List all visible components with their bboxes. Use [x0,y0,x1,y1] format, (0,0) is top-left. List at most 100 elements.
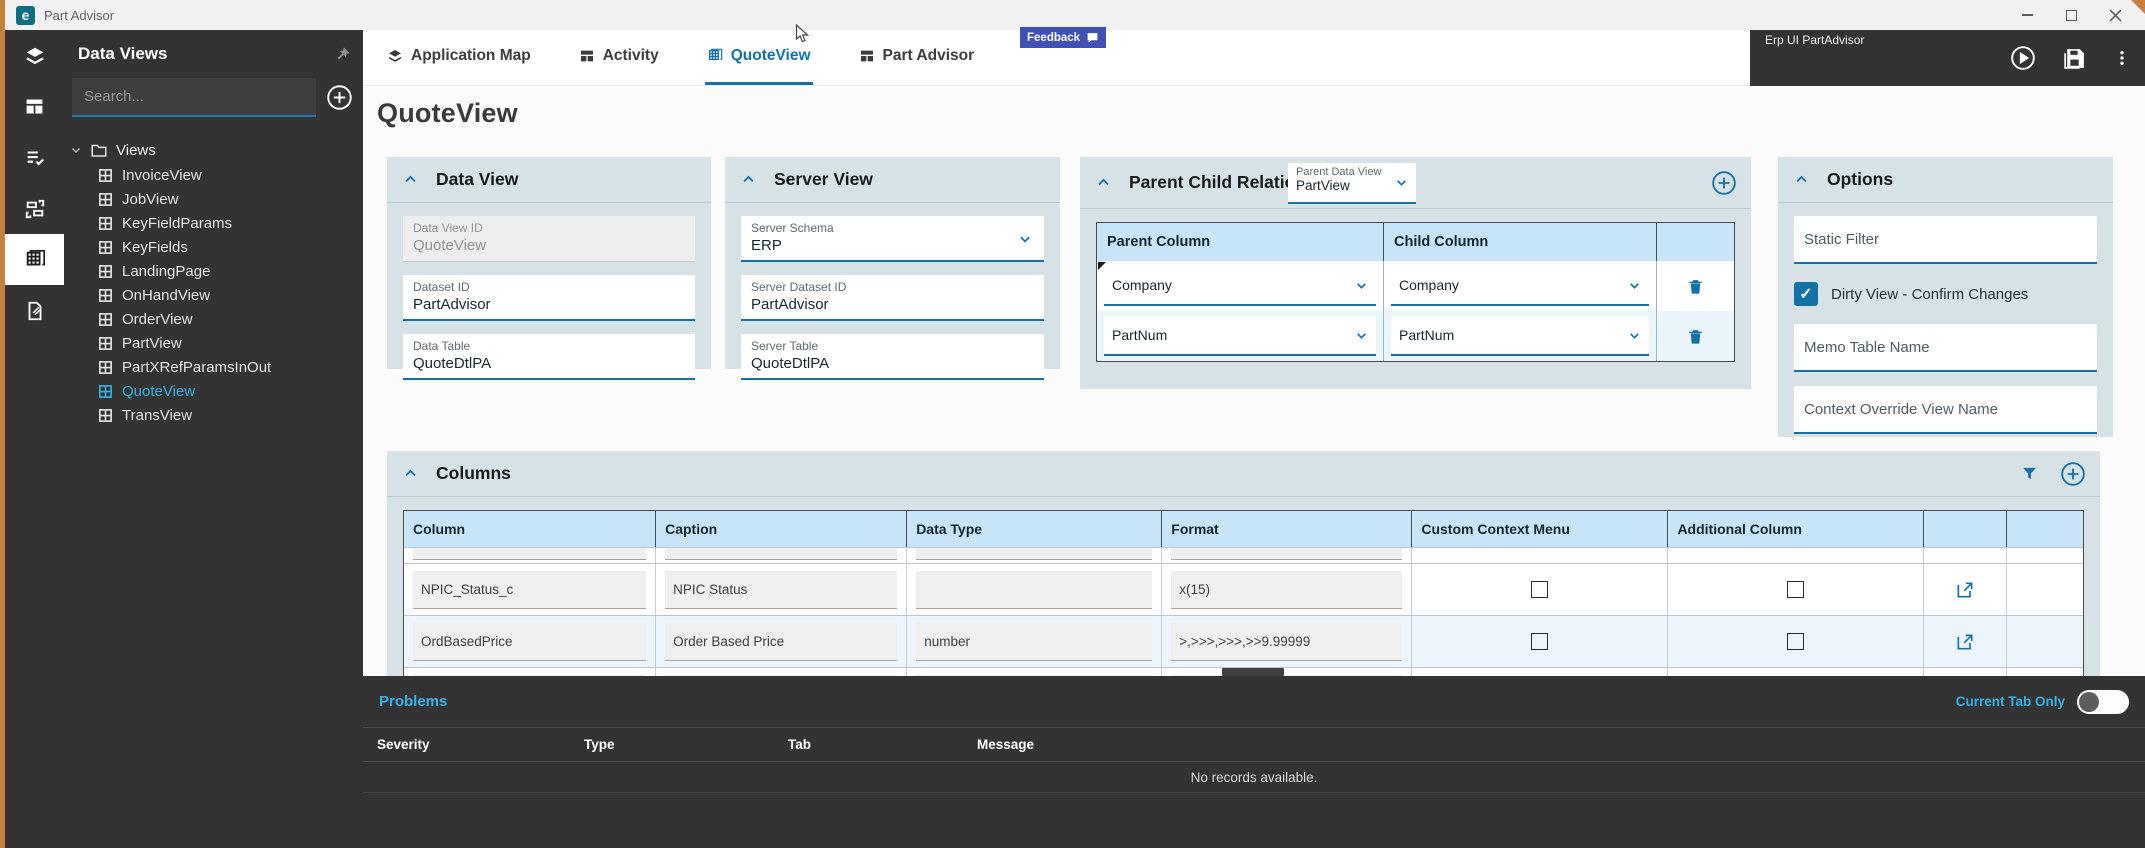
format-cell[interactable]: x(15) [1171,571,1402,609]
tab-activity[interactable]: Activity [577,30,661,85]
rail-flow-button[interactable] [5,183,64,234]
tree-root-views[interactable]: Views [64,137,363,163]
collapse-button[interactable] [741,172,756,187]
open-column-button[interactable] [1955,632,1975,652]
panel-resize-handle[interactable] [1222,668,1284,676]
tab-label: Application Map [411,47,531,65]
current-tab-only-toggle[interactable] [2077,690,2129,714]
server-dataset-id-field[interactable]: Server Dataset ID PartAdvisor [741,275,1044,321]
caption-cell[interactable]: Order Based Price [665,623,897,661]
tree-item-label: KeyFields [122,239,188,256]
format-cell[interactable]: >,>>>,>>>,>>9.99999 [1171,623,1402,661]
trash-icon [1686,276,1705,297]
tree-item-quoteview-selected[interactable]: QuoteView [64,379,363,403]
grid-item-icon [98,168,113,183]
child-column-select[interactable]: PartNum [1391,316,1649,356]
field-label: Server Schema [751,221,1034,235]
collapse-button[interactable] [1794,172,1809,187]
toggle-knob [2079,692,2099,712]
additional-column-checkbox[interactable] [1787,633,1804,650]
maximize-button[interactable] [2049,0,2093,30]
data-table-field[interactable]: Data Table QuoteDtlPA [403,334,695,380]
rail-layers-button[interactable] [5,30,64,81]
search-input[interactable] [72,78,316,117]
data-type-cell[interactable] [916,571,1152,609]
more-options-button[interactable] [2113,49,2131,67]
relationship-row: PartNum PartNum [1097,311,1734,361]
filter-button[interactable] [2021,465,2038,482]
tree-item[interactable]: PartXRefParamsInOut [64,355,363,379]
column-header[interactable]: Message [977,737,2145,752]
column-header-icon [1924,511,2008,547]
minimize-button[interactable] [2005,0,2049,30]
add-view-button[interactable] [326,84,353,111]
open-column-button[interactable] [1955,580,1975,600]
column-header[interactable]: Severity [377,737,584,752]
delete-relationship-button[interactable] [1686,326,1705,347]
dataset-id-field[interactable]: Dataset ID PartAdvisor [403,275,695,321]
tree-item[interactable]: OrderView [64,307,363,331]
tree-item[interactable]: PartView [64,331,363,355]
grid-item-icon [98,408,113,423]
rail-script-button[interactable] [5,285,64,336]
tree-item[interactable]: KeyFields [64,235,363,259]
custom-context-menu-checkbox[interactable] [1531,581,1548,598]
problems-title[interactable]: Problems [379,693,447,710]
rail-checklist-button[interactable] [5,132,64,183]
additional-column-checkbox[interactable] [1787,581,1804,598]
static-filter-input[interactable] [1794,216,2097,264]
column-header[interactable]: Caption [656,511,907,547]
tree-item[interactable]: InvoiceView [64,163,363,187]
column-cell[interactable]: NPIC_Status_c [413,571,646,609]
pin-icon[interactable] [334,46,351,63]
rail-layout-button[interactable] [5,81,64,132]
tree-item[interactable]: JobView [64,187,363,211]
column-header[interactable]: Column [404,511,656,547]
collapse-button[interactable] [1096,175,1111,190]
caption-cell[interactable]: NPIC Status [665,571,897,609]
field-value: PartAdvisor [413,296,685,313]
tree-item[interactable]: OnHandView [64,283,363,307]
page-title: QuoteView [377,98,518,129]
column-header[interactable]: Custom Context Menu [1412,511,1668,547]
save-button[interactable] [2062,46,2087,71]
delete-relationship-button[interactable] [1686,276,1705,297]
chevron-down-icon [1018,232,1032,246]
context-override-view-name-input[interactable] [1794,386,2097,434]
dirty-view-checkbox-row[interactable]: ✓ Dirty View - Confirm Changes [1794,282,2097,306]
column-header[interactable]: Tab [788,737,977,752]
column-header[interactable]: Data Type [907,511,1162,547]
layers-icon [387,48,403,64]
run-button[interactable] [2010,45,2036,71]
column-header[interactable]: Type [584,737,788,752]
table-row: NPIC_Status_c NPIC Status x(15) [404,563,2083,615]
server-schema-select[interactable]: Server Schema ERP [741,216,1044,262]
tree-item[interactable]: TransView [64,403,363,427]
child-column-select[interactable]: Company [1391,266,1649,306]
column-header[interactable]: Format [1162,511,1412,547]
tree-item[interactable]: LandingPage [64,259,363,283]
collapse-button[interactable] [403,466,418,481]
select-value: Company [1112,277,1172,293]
custom-context-menu-checkbox[interactable] [1531,633,1548,650]
add-column-button[interactable] [2060,461,2086,487]
tree-item[interactable]: KeyFieldParams [64,211,363,235]
memo-table-name-input[interactable] [1794,324,2097,372]
server-table-field[interactable]: Server Table QuoteDtlPA [741,334,1044,380]
add-relationship-button[interactable] [1711,170,1737,196]
field-label: Server Dataset ID [751,280,1034,294]
collapse-button[interactable] [403,172,418,187]
tree-root-label: Views [116,142,156,159]
parent-column-select[interactable]: Company [1104,266,1376,306]
column-cell[interactable]: OrdBasedPrice [413,623,646,661]
column-header[interactable]: Parent Column [1097,223,1384,261]
column-header[interactable]: Additional Column [1668,511,1923,547]
parent-data-view-select[interactable]: Parent Data View PartView [1288,163,1416,204]
tab-part-advisor[interactable]: Part Advisor [857,30,977,85]
parent-column-select[interactable]: PartNum [1104,316,1376,356]
rail-dataviews-button[interactable] [5,234,64,285]
column-header[interactable]: Child Column [1384,223,1657,261]
feedback-button[interactable]: Feedback [1020,27,1106,48]
data-type-cell[interactable]: number [916,623,1152,661]
tab-application-map[interactable]: Application Map [385,30,533,85]
